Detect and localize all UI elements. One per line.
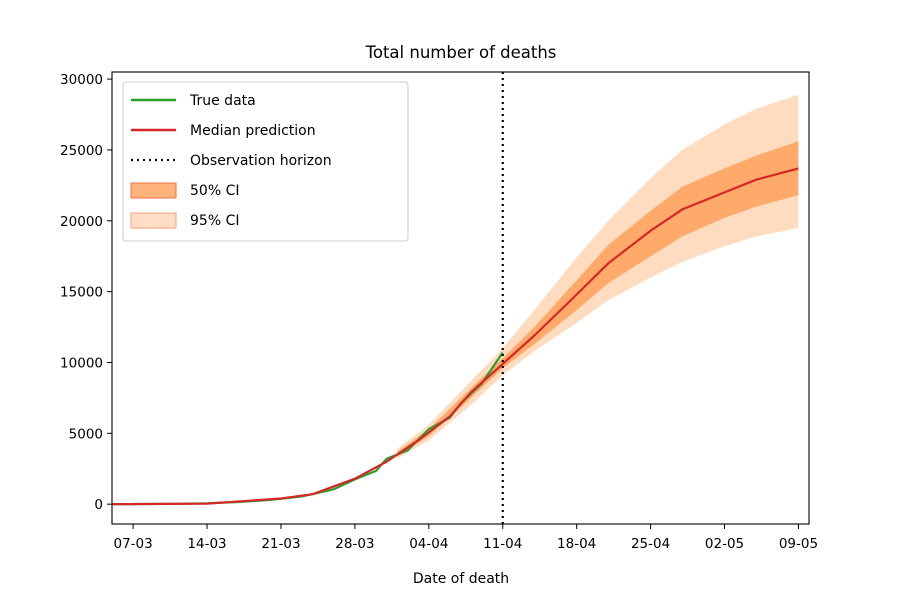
x-tick-label: 02-05 (705, 536, 744, 552)
legend-label-true-data: True data (189, 93, 256, 109)
x-tick-label: 21-03 (261, 536, 300, 552)
x-axis: 07-03 14-03 21-03 28-03 04-04 11-04 18-04 25-04… (114, 524, 818, 552)
legend-items: True data Median prediction Observation ho… (130, 93, 332, 229)
x-tick-label: 11-04 (483, 536, 522, 552)
y-tick-label: 30000 (60, 72, 103, 88)
legend-label-95-ci: 95% CI (190, 213, 239, 229)
x-tick-label: 07-03 (114, 536, 153, 552)
legend-label-observation-horizon: Observation horizon (190, 153, 332, 169)
line-median-prediction (111, 167, 799, 506)
legend-label-median-prediction: Median prediction (190, 123, 316, 139)
plot-frame (111, 71, 810, 525)
y-tick-label: 20000 (60, 214, 103, 230)
chart-title: Total number of deaths (365, 43, 557, 62)
legend-swatch-95-ci (130, 212, 177, 229)
y-tick-label: 15000 (60, 285, 103, 301)
x-tick-label: 09-05 (779, 536, 818, 552)
band-50-ci (397, 141, 799, 456)
y-tick-label: 0 (94, 497, 103, 513)
x-axis-title: Date of death (413, 571, 509, 587)
y-tick-label: 5000 (69, 426, 103, 442)
x-tick-label: 25-04 (631, 536, 670, 552)
y-axis: 0 5000 10000 15000 20000 25000 30000 (60, 72, 112, 513)
y-tick-label: 10000 (60, 355, 103, 371)
x-tick-label: 28-03 (335, 536, 374, 552)
y-tick-label: 25000 (60, 143, 103, 159)
legend-label-50-ci: 50% CI (190, 183, 239, 199)
x-tick-label: 14-03 (187, 536, 226, 552)
series-lines (111, 167, 799, 506)
x-tick-label: 18-04 (557, 536, 596, 552)
legend-frame (122, 81, 409, 242)
x-tick-label: 04-04 (409, 536, 448, 552)
legend-swatch-50-ci (130, 182, 177, 199)
legend: True data Median prediction Observation ho… (122, 81, 409, 242)
